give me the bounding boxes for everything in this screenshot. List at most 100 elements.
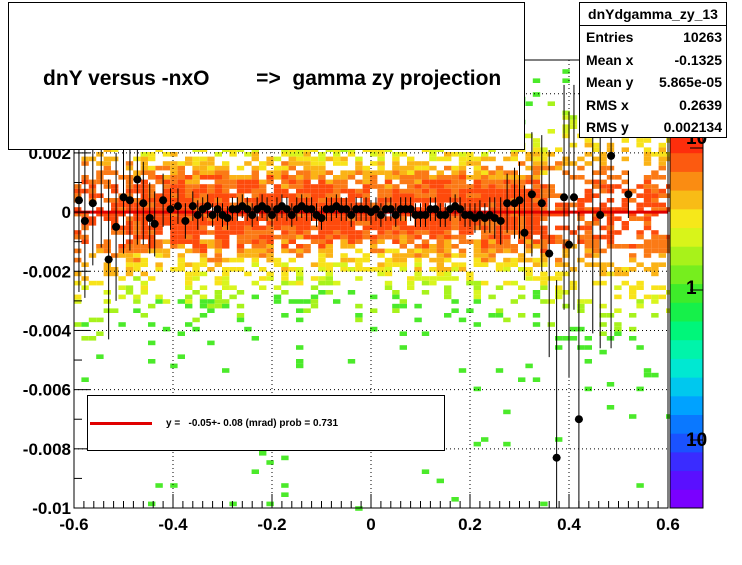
heatmap-cell	[584, 188, 592, 194]
heatmap-cell	[503, 317, 511, 323]
heatmap-cell	[562, 336, 570, 341]
heatmap-cell	[658, 244, 666, 249]
x-tick-label: 0.6	[656, 515, 680, 534]
heatmap-cell	[481, 156, 489, 162]
heatmap-cell	[325, 262, 333, 267]
heatmap-cell	[540, 299, 548, 304]
heatmap-cell	[540, 257, 548, 263]
heatmap-cell	[340, 184, 348, 189]
heatmap-cell	[288, 152, 296, 157]
heatmap-cell	[288, 257, 296, 263]
heatmap-cell	[296, 317, 304, 323]
heatmap-cell	[407, 165, 415, 171]
heatmap-cell	[140, 188, 148, 194]
heatmap-cell	[606, 207, 615, 212]
heatmap-cell	[466, 271, 474, 277]
heatmap-cell	[518, 175, 526, 180]
heatmap-cell	[473, 257, 481, 263]
profile-point	[574, 415, 583, 424]
heatmap-cell	[236, 234, 245, 240]
heatmap-cell	[118, 202, 126, 208]
heatmap-cell	[185, 211, 193, 217]
palette-swatch	[670, 152, 703, 172]
stats-value: 0.2639	[679, 96, 722, 113]
heatmap-cell	[281, 161, 289, 166]
heatmap-cell	[140, 230, 148, 235]
stats-row-entries: Entries 10263	[580, 26, 726, 49]
heatmap-cell	[444, 179, 452, 185]
heatmap-cell	[370, 294, 378, 300]
heatmap-cell	[621, 207, 629, 212]
heatmap-cell	[636, 138, 644, 143]
heatmap-cell	[414, 271, 422, 277]
palette-swatch	[670, 451, 703, 472]
heatmap-cell	[251, 221, 259, 226]
heatmap-cell	[599, 225, 607, 231]
heatmap-cell	[185, 280, 193, 286]
heatmap-cell	[592, 253, 600, 258]
heatmap-cell	[140, 248, 148, 254]
heatmap-cell	[347, 225, 356, 231]
heatmap-cell	[347, 193, 356, 198]
heatmap-cell	[296, 234, 304, 240]
heatmap-cell	[370, 248, 378, 254]
heatmap-cell	[651, 299, 659, 304]
heatmap-cell	[310, 188, 319, 194]
heatmap-cell	[503, 257, 511, 263]
heatmap-cell	[340, 179, 348, 185]
heatmap-cell	[384, 248, 393, 254]
heatmap-cell	[155, 221, 163, 226]
heatmap-cell	[495, 170, 504, 175]
profile-point	[607, 151, 616, 160]
heatmap-cell	[318, 248, 326, 254]
heatmap-cell	[303, 248, 311, 254]
heatmap-cell	[214, 188, 222, 194]
heatmap-cell	[606, 405, 615, 410]
profile-point	[317, 214, 326, 223]
heatmap-cell	[296, 271, 304, 277]
heatmap-cell	[222, 239, 230, 244]
heatmap-cell	[177, 211, 185, 217]
heatmap-cell	[436, 276, 444, 281]
heatmap-cell	[621, 271, 629, 277]
profile-point	[203, 202, 212, 211]
heatmap-cell	[562, 129, 570, 134]
heatmap-cell	[481, 234, 489, 240]
heatmap-cell	[207, 161, 215, 166]
heatmap-cell	[296, 179, 304, 185]
heatmap-cell	[185, 271, 193, 277]
heatmap-cell	[74, 322, 82, 327]
heatmap-cell	[525, 101, 533, 106]
heatmap-cell	[362, 184, 370, 189]
stats-value: 10263	[683, 29, 722, 45]
heatmap-cell	[148, 184, 156, 189]
heatmap-cell	[614, 267, 622, 272]
heatmap-cell	[177, 253, 185, 258]
heatmap-cell	[199, 230, 208, 235]
heatmap-cell	[473, 202, 481, 208]
x-tick-label: -0.4	[158, 515, 188, 534]
heatmap-cell	[495, 211, 504, 217]
heatmap-cell	[584, 142, 592, 148]
heatmap-cell	[518, 239, 526, 244]
heatmap-cell	[362, 188, 370, 194]
heatmap-cell	[251, 239, 259, 244]
heatmap-cell	[518, 234, 526, 240]
heatmap-cell	[525, 239, 533, 244]
heatmap-cell	[621, 170, 629, 175]
heatmap-cell	[192, 165, 200, 171]
color-palette	[669, 133, 704, 509]
heatmap-cell	[429, 244, 437, 249]
heatmap-cell	[658, 156, 666, 162]
heatmap-cell	[525, 207, 533, 212]
heatmap-cell	[414, 248, 422, 254]
heatmap-cell	[488, 244, 496, 249]
heatmap-cell	[318, 165, 326, 171]
heatmap-cell	[592, 142, 600, 148]
heatmap-cell	[96, 331, 104, 336]
heatmap-cell	[407, 175, 415, 180]
heatmap-cell	[407, 285, 415, 290]
heatmap-cell	[177, 198, 185, 203]
heatmap-cell	[540, 234, 548, 240]
heatmap-cell	[458, 165, 467, 171]
